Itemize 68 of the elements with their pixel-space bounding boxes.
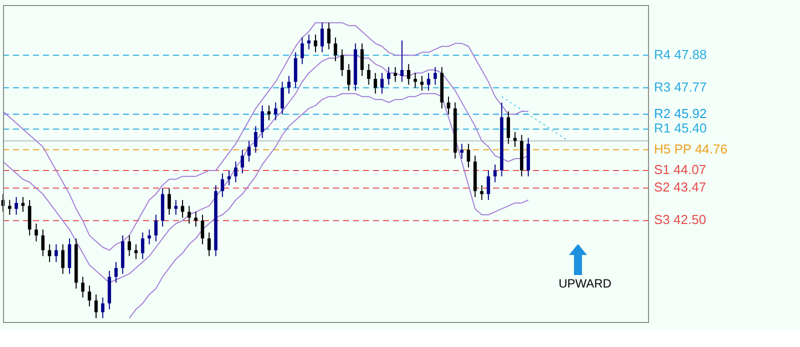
- candlestick: [506, 110, 510, 144]
- candlestick: [68, 238, 72, 274]
- candlestick: [240, 149, 244, 174]
- candlestick: [493, 164, 497, 183]
- candlestick: [101, 296, 104, 319]
- annotation: UPWARD: [558, 276, 612, 290]
- ref-line-label: R1 45.40: [654, 120, 707, 136]
- candlestick: [387, 66, 390, 86]
- candlestick: [394, 66, 397, 82]
- candlestick: [314, 34, 318, 53]
- candlestick: [14, 196, 18, 216]
- candlestick: [194, 211, 198, 228]
- candlestick: [300, 37, 304, 65]
- candlestick: [434, 66, 437, 86]
- candlestick: [34, 223, 38, 242]
- candlestick: [340, 48, 344, 76]
- candlestick: [200, 214, 204, 245]
- candlestick: [54, 244, 58, 263]
- candlestick: [420, 75, 424, 92]
- candlestick: [327, 22, 330, 50]
- candlestick: [154, 214, 158, 242]
- candlestick: [513, 132, 517, 148]
- ref-line-label: H5 PP 44.76: [654, 141, 728, 156]
- candlestick: [41, 229, 45, 257]
- candlestick: [307, 34, 311, 50]
- candlestick: [400, 40, 404, 82]
- candlestick: [406, 64, 410, 86]
- candlestick: [260, 104, 264, 138]
- candlestick: [274, 102, 278, 121]
- candlestick: [140, 232, 144, 260]
- candlestick: [414, 72, 417, 88]
- candlestick: [148, 229, 151, 245]
- candlestick: [8, 199, 12, 216]
- candlestick: [446, 96, 450, 115]
- candlestick: [28, 199, 32, 236]
- candlestick: [81, 276, 84, 298]
- candlestick: [234, 161, 238, 183]
- ref-line-label: R3 47.77: [654, 79, 707, 94]
- candlestick: [114, 262, 118, 284]
- candlestick: [48, 244, 52, 263]
- candlestick: [174, 199, 178, 216]
- ref-line-label: S2 43.47: [654, 180, 706, 195]
- candlestick: [374, 72, 378, 94]
- candlestick: [267, 104, 271, 121]
- candlestick: [94, 294, 98, 319]
- candlestick: [460, 143, 464, 160]
- ref-line-label: R2 45.92: [654, 106, 707, 121]
- candlestick: [61, 244, 65, 274]
- candlestick: [367, 64, 370, 86]
- candlestick: [128, 234, 132, 257]
- candlestick: [168, 188, 171, 216]
- candlestick: [88, 285, 92, 307]
- candlestick: [227, 170, 231, 186]
- ref-line-label: R4 47.88: [654, 46, 707, 62]
- candlestick: [280, 81, 284, 115]
- candlestick: [254, 126, 258, 154]
- candlestick: [188, 205, 191, 224]
- ref-line-label: S3 42.50: [654, 212, 706, 228]
- candlestick: [294, 52, 298, 88]
- candlestick: [21, 196, 25, 212]
- candlestick: [134, 244, 138, 260]
- ref-line-label: S1 44.07: [654, 162, 706, 178]
- candlestick: [426, 72, 430, 92]
- candlestick: [480, 184, 484, 200]
- candlestick: [207, 232, 211, 257]
- candlestick: [347, 64, 350, 92]
- candlestick: [320, 22, 324, 53]
- candlestick: [180, 199, 184, 218]
